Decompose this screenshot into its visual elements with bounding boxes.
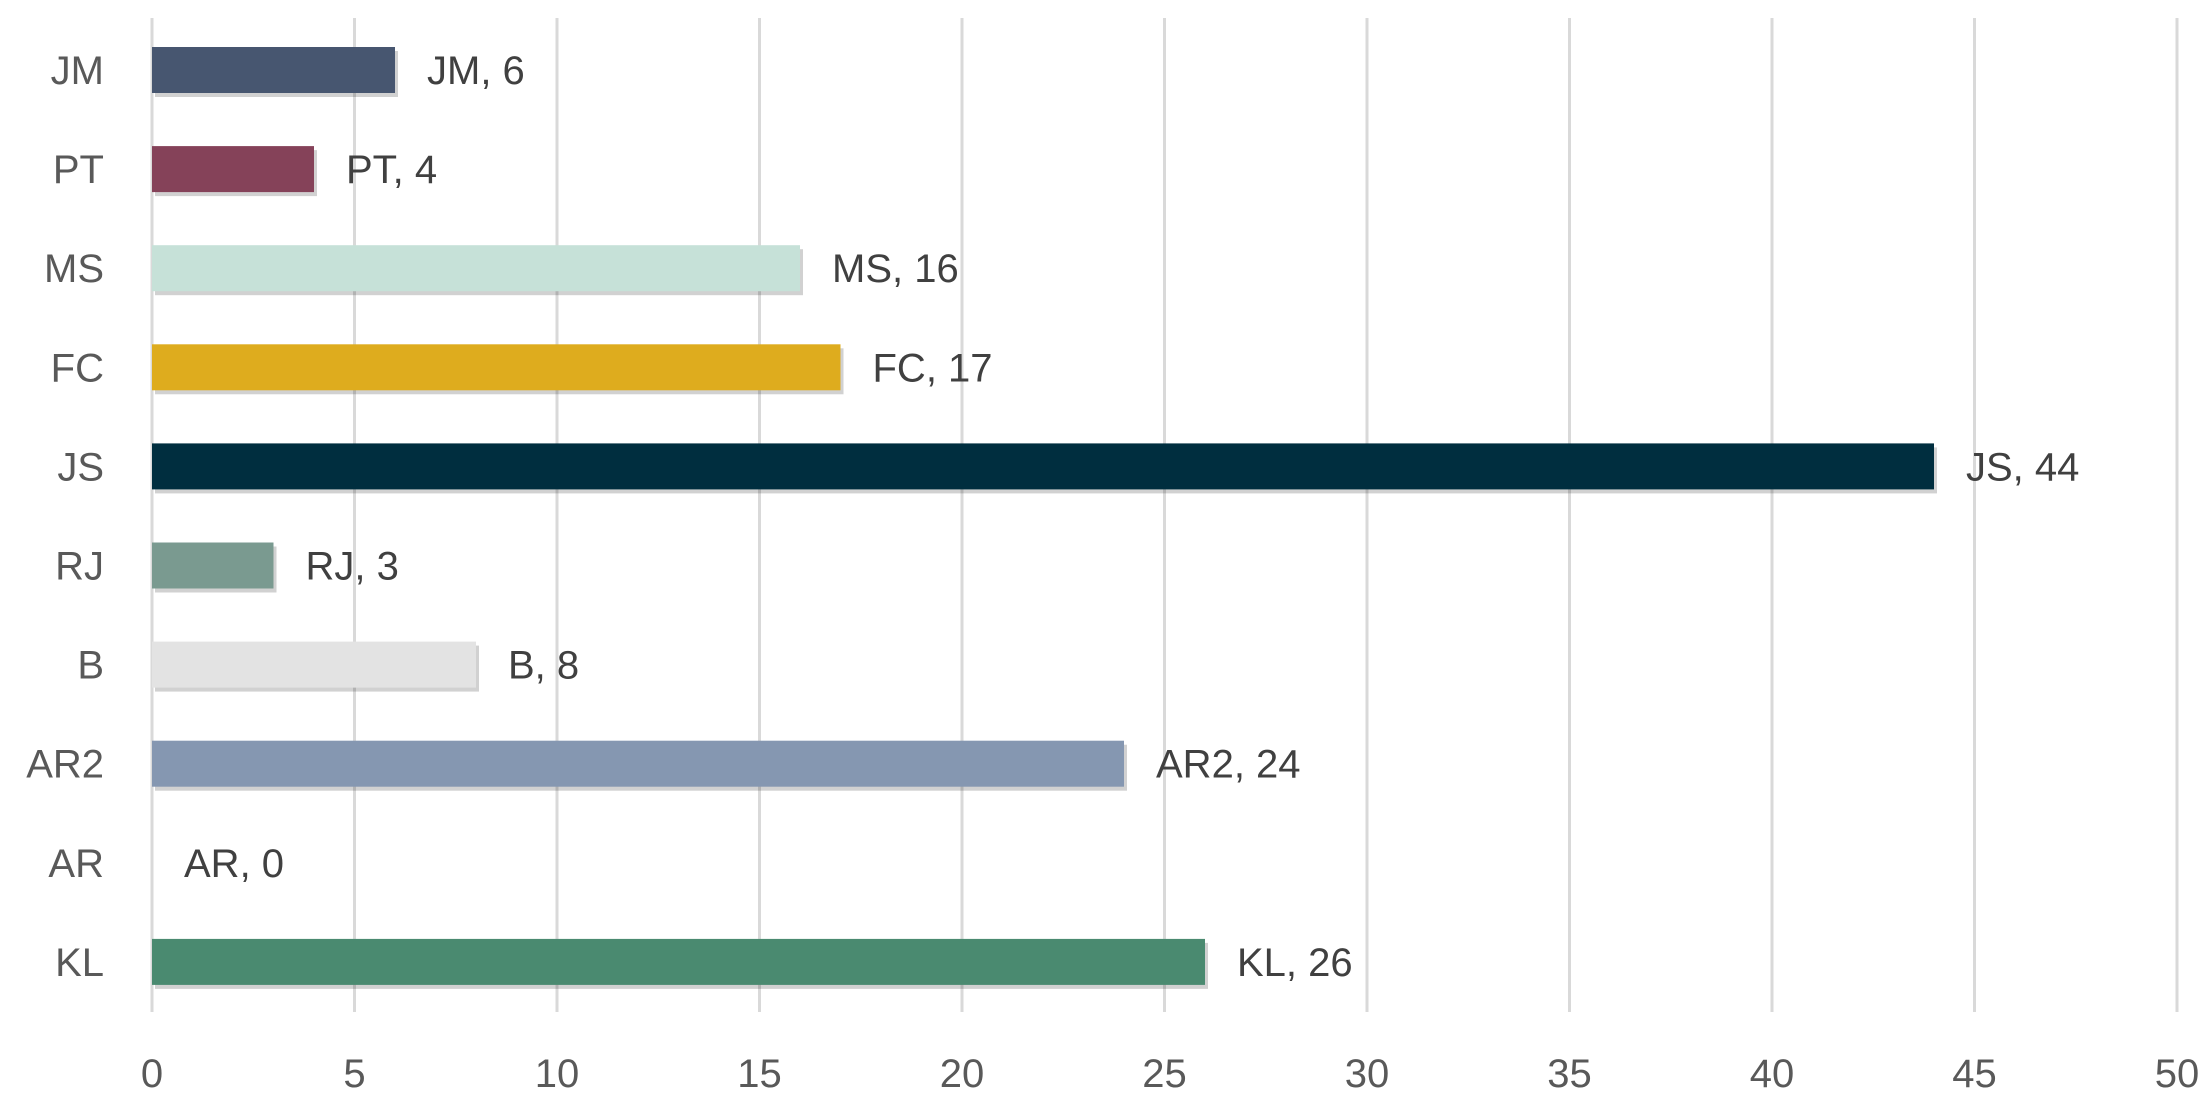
x-tick-label: 50 bbox=[2155, 1052, 2200, 1095]
bar-pt[interactable] bbox=[152, 146, 314, 193]
data-label-kl: KL, 26 bbox=[1237, 941, 1353, 985]
category-label-rj: RJ bbox=[55, 545, 104, 589]
data-label-pt: PT, 4 bbox=[346, 148, 437, 192]
x-tick-label: 15 bbox=[737, 1052, 782, 1095]
data-label-ar: AR, 0 bbox=[184, 842, 284, 886]
x-tick-label: 5 bbox=[343, 1052, 365, 1095]
x-tick-label: 10 bbox=[535, 1052, 580, 1095]
bar-ar2[interactable] bbox=[152, 740, 1124, 787]
x-tick-label: 35 bbox=[1547, 1052, 1592, 1095]
x-tick-label: 40 bbox=[1750, 1052, 1795, 1095]
data-label-js: JS, 44 bbox=[1966, 445, 2079, 489]
category-label-js: JS bbox=[57, 445, 104, 489]
category-label-kl: KL bbox=[55, 941, 104, 985]
category-label-ms: MS bbox=[44, 247, 104, 291]
data-label-ms: MS, 16 bbox=[832, 247, 959, 291]
category-label-ar2: AR2 bbox=[26, 743, 104, 787]
bar-fc[interactable] bbox=[152, 344, 841, 391]
grid-lines bbox=[150, 18, 2179, 1012]
data-label-ar2: AR2, 24 bbox=[1156, 743, 1301, 787]
category-label-ar: AR bbox=[48, 842, 104, 886]
value-axis: 0 5 10 15 20 25 30 35 40 45 50 bbox=[141, 1052, 2199, 1095]
category-label-pt: PT bbox=[53, 148, 104, 192]
bar-kl[interactable] bbox=[152, 938, 1205, 985]
bar-ms[interactable] bbox=[152, 245, 800, 292]
bar-js[interactable] bbox=[152, 443, 1934, 490]
x-tick-label: 30 bbox=[1345, 1052, 1390, 1095]
data-label-rj: RJ, 3 bbox=[306, 545, 399, 589]
data-label-jm: JM, 6 bbox=[427, 49, 525, 93]
x-tick-label: 45 bbox=[1952, 1052, 1997, 1095]
x-tick-label: 0 bbox=[141, 1052, 163, 1095]
category-axis: KL AR AR2 B RJ JS FC MS PT JM bbox=[26, 49, 104, 985]
bar-b[interactable] bbox=[152, 641, 476, 688]
bar-jm[interactable] bbox=[152, 47, 395, 93]
category-label-jm: JM bbox=[51, 49, 104, 93]
data-label-fc: FC, 17 bbox=[873, 346, 993, 390]
bar-rj[interactable] bbox=[152, 542, 274, 589]
data-labels: KL, 26 AR, 0 AR2, 24 B, 8 RJ, 3 JS, 44 FC, 17 M… bbox=[184, 49, 2079, 985]
x-tick-label: 25 bbox=[1142, 1052, 1187, 1095]
category-label-b: B bbox=[77, 644, 104, 688]
category-label-fc: FC bbox=[51, 346, 104, 390]
bars bbox=[152, 47, 1937, 989]
data-label-b: B, 8 bbox=[508, 644, 579, 688]
x-tick-label: 20 bbox=[940, 1052, 985, 1095]
